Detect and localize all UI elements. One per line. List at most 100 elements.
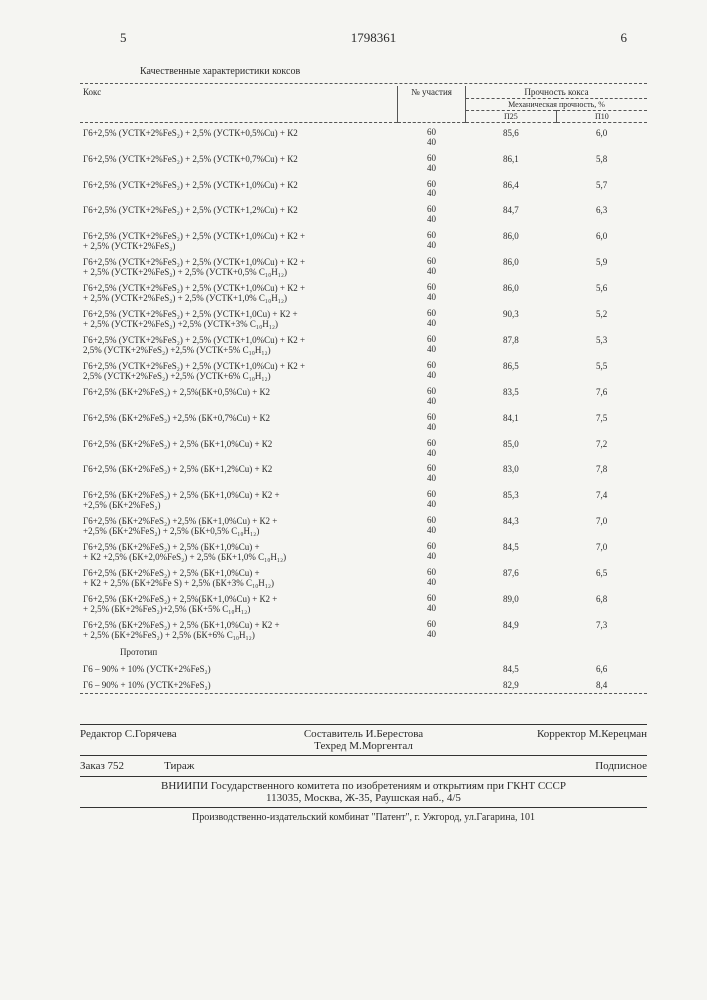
formula-cell: Г6+2,5% (УСТК+2%FeS₂) + 2,5% (УСТК+1,0%C… <box>80 175 398 201</box>
page-header: 5 1798361 6 <box>80 30 647 46</box>
part-cell: 60 40 <box>398 511 466 537</box>
part-cell: 60 40 <box>398 382 466 408</box>
p10-cell: 6,6 <box>556 659 647 675</box>
page-num-right: 6 <box>621 30 628 46</box>
part-cell <box>398 675 466 691</box>
part-cell: 60 40 <box>398 226 466 252</box>
table-row: Г6+2,5% (БК+2%FeS₂) + 2,5% (БК+1,0%Cu) +… <box>80 563 647 589</box>
subscr: Подписное <box>595 760 647 772</box>
table-row: Г6+2,5% (БК+2%FeS₂) + 2,5% (БК+1,0%Cu) +… <box>80 615 647 641</box>
formula-cell: Г6+2,5% (УСТК+2%FeS₂) + 2,5% (УСТК+0,7%C… <box>80 149 398 175</box>
p25-cell: 86,0 <box>466 252 557 278</box>
col-part: № участия <box>398 86 466 123</box>
p25-cell: 87,8 <box>466 330 557 356</box>
formula-cell: Г6+2,5% (БК+2%FeS₂) +2,5% (БК+1,0%Cu) + … <box>80 511 398 537</box>
part-cell: 60 40 <box>398 434 466 460</box>
formula-cell: Г6+2,5% (БК+2%FeS₂) + 2,5% (БК+1,0%Cu) +… <box>80 615 398 641</box>
table-row: Г6+2,5% (БК+2%FeS₂) + 2,5% (БК+1,0%Cu) +… <box>80 485 647 511</box>
p10-cell: 5,7 <box>556 175 647 201</box>
p25-cell: 86,0 <box>466 278 557 304</box>
table-row: Г6+2,5% (УСТК+2%FeS₂) + 2,5% (УСТК+1,0%C… <box>80 226 647 252</box>
table-row: Г6+2,5% (УСТК+2%FeS₂) + 2,5% (УСТК+1,0%C… <box>80 356 647 382</box>
footer: Редактор С.Горячева Составитель И.Берест… <box>80 724 647 823</box>
p10-cell: 7,6 <box>556 382 647 408</box>
formula-cell: Г6+2,5% (БК+2%FeS₂) + 2,5% (БК+1,0%Cu) +… <box>80 485 398 511</box>
p10-cell: 5,5 <box>556 356 647 382</box>
part-cell: 60 40 <box>398 175 466 201</box>
prototype-title: Прототип <box>120 647 647 657</box>
table-row: Г6+2,5% (УСТК+2%FeS₂) + 2,5% (УСТК+1,0%C… <box>80 175 647 201</box>
formula-cell: Г6+2,5% (УСТК+2%FeS₂) + 2,5% (УСТК+1,2%C… <box>80 200 398 226</box>
p10-cell: 6,0 <box>556 226 647 252</box>
editor: Редактор С.Горячева <box>80 728 269 752</box>
table-row: Г6+2,5% (УСТК+2%FeS₂) + 2,5% (УСТК+1,0%C… <box>80 330 647 356</box>
p25-cell: 86,0 <box>466 226 557 252</box>
part-cell: 60 40 <box>398 589 466 615</box>
p25-cell: 84,7 <box>466 200 557 226</box>
col-mech: Механическая прочность, % <box>466 99 647 111</box>
formula-cell: Г6+2,5% (УСТК+2%FeS₂) + 2,5% (УСТК+1,0%C… <box>80 356 398 382</box>
part-cell: 60 40 <box>398 149 466 175</box>
page-num-left: 5 <box>120 30 127 46</box>
formula-cell: Г6+2,5% (БК+2%FeS₂) + 2,5% (БК+1,2%Cu) +… <box>80 459 398 485</box>
p25-cell: 89,0 <box>466 589 557 615</box>
divider <box>80 693 647 694</box>
p10-cell: 5,3 <box>556 330 647 356</box>
table-row: Г6+2,5% (УСТК+2%FeS₂) + 2,5% (УСТК+1,0%C… <box>80 278 647 304</box>
part-cell: 60 40 <box>398 537 466 563</box>
proto-table: Г6 – 90% + 10% (УСТК+2%FeS₂)84,56,6Г6 – … <box>80 659 647 691</box>
formula-cell: Г6+2,5% (БК+2%FeS₂) + 2,5% (БК+1,0%Cu) +… <box>80 563 398 589</box>
p25-cell: 85,3 <box>466 485 557 511</box>
p10-cell: 7,0 <box>556 537 647 563</box>
p10-cell: 6,8 <box>556 589 647 615</box>
table-row: Г6+2,5% (БК+2%FeS₂) + 2,5% (БК+1,2%Cu) +… <box>80 459 647 485</box>
doc-number: 1798361 <box>351 30 397 46</box>
part-cell: 60 40 <box>398 408 466 434</box>
table-row: Г6+2,5% (БК+2%FeS₂) + 2,5%(БК+0,5%Cu) + … <box>80 382 647 408</box>
p10-cell: 6,5 <box>556 563 647 589</box>
formula-cell: Г6+2,5% (УСТК+2%FeS₂) + 2,5% (УСТК+1,0%C… <box>80 278 398 304</box>
table-row: Г6+2,5% (БК+2%FeS₂) + 2,5% (БК+1,0%Cu) +… <box>80 434 647 460</box>
formula-cell: Г6+2,5% (БК+2%FeS₂) + 2,5% (БК+1,0%Cu) +… <box>80 434 398 460</box>
formula-cell: Г6+2,5% (УСТК+2%FeS₂) + 2,5% (УСТК+0,5%C… <box>80 123 398 149</box>
p25-cell: 84,9 <box>466 615 557 641</box>
table-row: Г6+2,5% (УСТК+2%FeS₂) + 2,5% (УСТК+0,5%C… <box>80 123 647 149</box>
p25-cell: 87,6 <box>466 563 557 589</box>
part-cell <box>398 659 466 675</box>
part-cell: 60 40 <box>398 459 466 485</box>
compiler: Составитель И.Берестова <box>269 728 458 740</box>
formula-cell: Г6+2,5% (БК+2%FeS₂) + 2,5% (БК+1,0%Cu) +… <box>80 537 398 563</box>
formula-cell: Г6+2,5% (УСТК+2%FeS₂) + 2,5% (УСТК+1,0%C… <box>80 252 398 278</box>
p25-cell: 86,1 <box>466 149 557 175</box>
p10-cell: 6,0 <box>556 123 647 149</box>
p10-cell: 5,2 <box>556 304 647 330</box>
tirage: Тираж <box>164 760 194 772</box>
part-cell: 60 40 <box>398 123 466 149</box>
part-cell: 60 40 <box>398 485 466 511</box>
col-p25: П25 <box>466 111 557 123</box>
vniipi1: ВНИИПИ Государственного комитета по изоб… <box>80 780 647 792</box>
p10-cell: 7,4 <box>556 485 647 511</box>
p10-cell: 6,3 <box>556 200 647 226</box>
tech: Техред М.Моргентал <box>269 740 458 752</box>
formula-cell: Г6+2,5% (БК+2%FeS₂) + 2,5%(БК+1,0%Cu) + … <box>80 589 398 615</box>
divider <box>80 83 647 84</box>
p10-cell: 7,3 <box>556 615 647 641</box>
vniipi2: 113035, Москва, Ж-35, Раушская наб., 4/5 <box>80 792 647 804</box>
table-row: Г6+2,5% (УСТК+2%FeS₂) + 2,5% (УСТК+1,0%C… <box>80 252 647 278</box>
p10-cell: 8,4 <box>556 675 647 691</box>
p25-cell: 83,0 <box>466 459 557 485</box>
part-cell: 60 40 <box>398 200 466 226</box>
p10-cell: 5,9 <box>556 252 647 278</box>
formula-cell: Г6+2,5% (УСТК+2%FeS₂) + 2,5% (УСТК+1,0%C… <box>80 226 398 252</box>
part-cell: 60 40 <box>398 330 466 356</box>
p25-cell: 84,5 <box>466 537 557 563</box>
bottom: Производственно-издательский комбинат "П… <box>80 808 647 823</box>
order-num: Заказ 752 <box>80 760 124 772</box>
part-cell: 60 40 <box>398 304 466 330</box>
part-cell: 60 40 <box>398 615 466 641</box>
formula-cell: Г6 – 90% + 10% (УСТК+2%FeS₂) <box>80 675 398 691</box>
data-table: Кокс № участия Прочность кокса Механичес… <box>80 86 647 641</box>
p25-cell: 90,3 <box>466 304 557 330</box>
corrector: Корректор М.Керецман <box>458 728 647 752</box>
